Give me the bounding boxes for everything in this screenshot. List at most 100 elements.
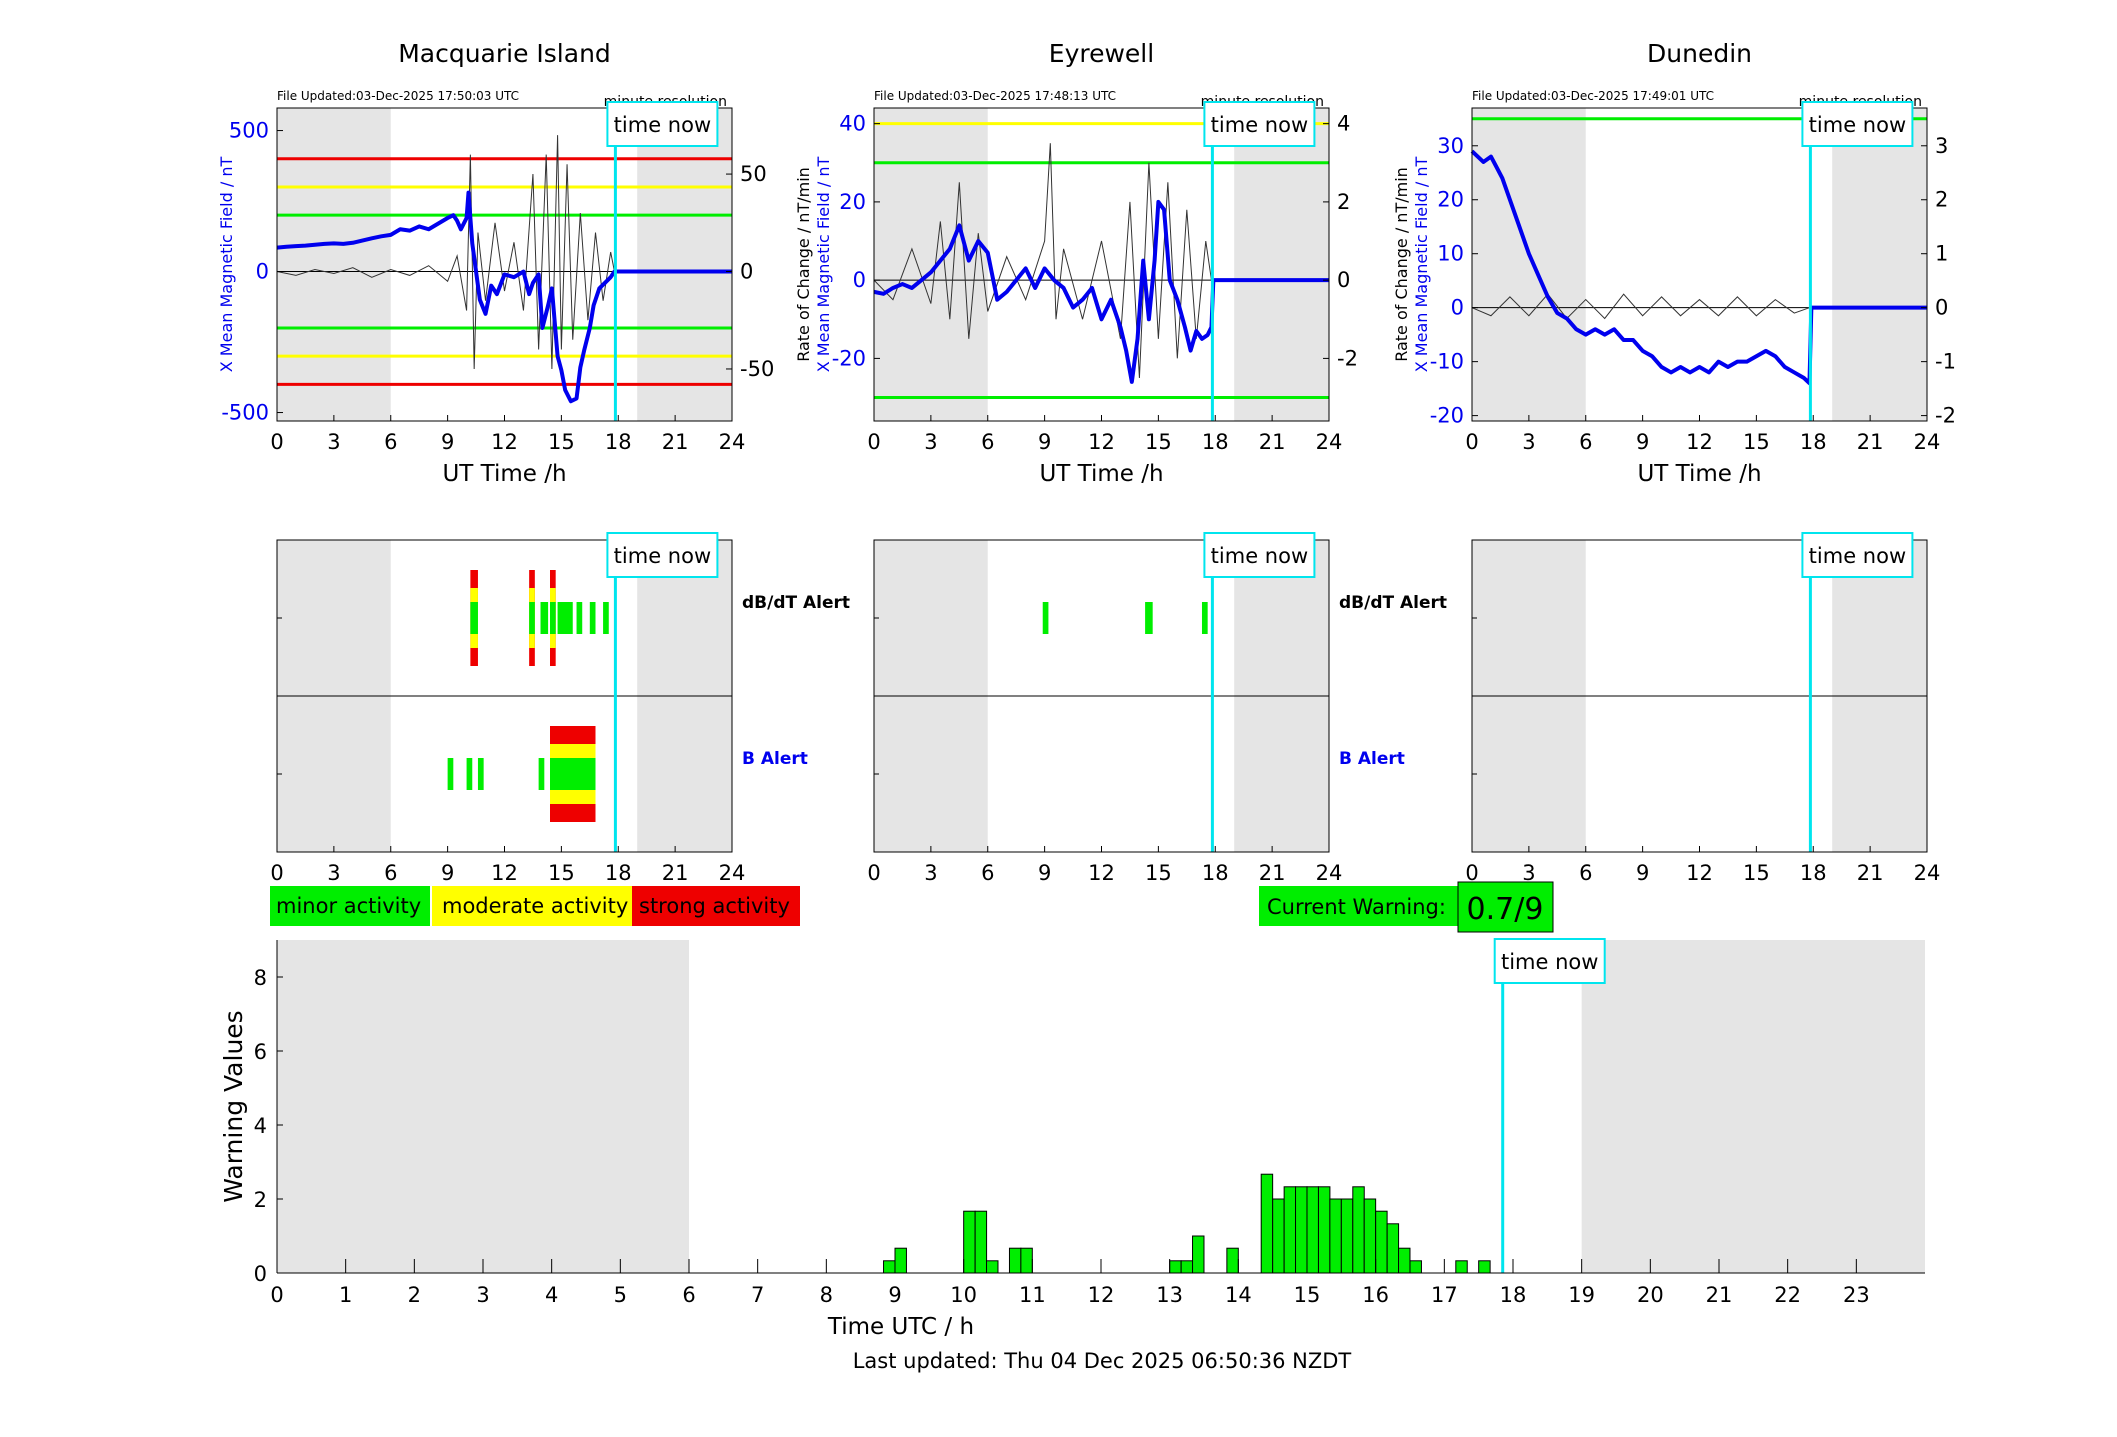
station-1-x-tick-label-4: 9 — [441, 430, 454, 454]
warning-chart-x-tick-label-12: 11 — [1019, 1283, 1046, 1307]
station-2-night-shade-1 — [874, 108, 988, 421]
station-3-mean-field-trace — [1470, 149, 1927, 386]
station-3-alert-x-tick-label-2: 3 — [1522, 861, 1535, 885]
station-1-db-alert-block-8-level-1 — [603, 602, 609, 634]
station-1-b-alert-block-5-level-1 — [550, 758, 596, 790]
station-1-rate-of-change-trace — [276, 135, 615, 369]
station-3-x-tick-label-3: 6 — [1579, 430, 1592, 454]
station-1-alert-x-tick-label-3: 6 — [384, 861, 397, 885]
warning-chart-x-tick-label-23: 22 — [1774, 1283, 1801, 1307]
legend-moderate-swatch — [432, 886, 632, 926]
warning-bar-17 — [1306, 1186, 1319, 1274]
station-1-b-alert-label: B Alert — [742, 749, 808, 769]
station-2-left-tick-label-3: 20 — [839, 190, 866, 214]
station-2-alert-time-now-label: time now — [1211, 544, 1308, 568]
station-2-x-tick-label-5: 12 — [1088, 430, 1115, 454]
station-1-alert-x-tick-label-2: 3 — [327, 861, 340, 885]
station-1-db-alert-block-7-level-1 — [589, 602, 596, 634]
station-3-left-tick-label-1: -20 — [1430, 404, 1464, 428]
station-2-right-tick-label-3: 2 — [1337, 190, 1350, 214]
station-2-alert-x-tick-label-4: 9 — [1038, 861, 1051, 885]
station-1-file-updated: File Updated:03-Dec-2025 17:50:03 UTC — [277, 89, 519, 103]
warning-chart-x-tick-label-1: 0 — [270, 1283, 283, 1307]
warning-bar-12 — [1226, 1247, 1239, 1274]
station-3-alert-x-tick-label-5: 12 — [1686, 861, 1713, 885]
warning-chart-x-tick-label-18: 17 — [1431, 1283, 1458, 1307]
warning-chart-x-tick-label-22: 21 — [1706, 1283, 1733, 1307]
station-2-time-now-label: time now — [1211, 113, 1308, 137]
station-1-x-tick-label-5: 12 — [491, 430, 518, 454]
station-3-alert-x-tick-label-3: 6 — [1579, 861, 1592, 885]
warning-chart-x-tick-label-21: 20 — [1637, 1283, 1664, 1307]
station-1-x-tick-label-9: 24 — [719, 430, 746, 454]
warning-chart-x-tick-label-24: 23 — [1843, 1283, 1870, 1307]
station-3-right-tick-label-1: -2 — [1935, 404, 1956, 428]
current-warning-box — [1259, 886, 1459, 926]
warning-chart-y-tick-label-5: 8 — [254, 966, 267, 990]
warning-chart-y-tick-label-2: 2 — [254, 1188, 267, 1212]
station-1-alert-x-tick-label-9: 24 — [719, 861, 746, 885]
station-1-b-alert-block-3-level-1 — [477, 758, 484, 790]
station-2-db-alert-block-3-level-1 — [1201, 602, 1208, 634]
station-3-x-tick-label-9: 24 — [1914, 430, 1941, 454]
warning-bar-10 — [1192, 1235, 1205, 1274]
station-1-alert-x-tick-label-6: 15 — [548, 861, 575, 885]
station-3-x-tick-label-8: 21 — [1857, 430, 1884, 454]
warning-chart-x-tick-label-14: 13 — [1156, 1283, 1183, 1307]
station-3-x-tick-label-6: 15 — [1743, 430, 1770, 454]
station-1-db-alert-block-3-level-1 — [540, 602, 549, 634]
station-2-x-tick-label-4: 9 — [1038, 430, 1051, 454]
warning-chart-x-tick-label-4: 3 — [476, 1283, 489, 1307]
station-2-file-updated: File Updated:03-Dec-2025 17:48:13 UTC — [874, 89, 1116, 103]
current-warning-value: 0.7/9 — [1467, 892, 1544, 927]
station-1-alert-x-tick-label-4: 9 — [441, 861, 454, 885]
station-3-alert-x-tick-label-6: 15 — [1743, 861, 1770, 885]
station-1-left-tick-label-2: 0 — [256, 260, 269, 284]
station-1-db-alert-block-5-level-1 — [557, 602, 573, 634]
station-1-left-tick-label-3: 500 — [229, 119, 269, 143]
warning-chart-night-shade-2 — [1581, 940, 1925, 1273]
station-1-left-axis-label: X Mean Magnetic Field / nT — [217, 157, 236, 373]
station-1-alert-x-tick-label-7: 18 — [605, 861, 632, 885]
warning-chart-x-tick-label-7: 6 — [682, 1283, 695, 1307]
last-updated-text: Last updated: Thu 04 Dec 2025 06:50:36 N… — [853, 1349, 1352, 1373]
station-2-right-tick-label-2: 0 — [1337, 268, 1350, 292]
warning-chart-night-shade-1 — [277, 940, 689, 1273]
warning-bar-14 — [1272, 1198, 1285, 1274]
station-2-db-alert-block-2-level-1 — [1145, 602, 1153, 634]
warning-bar-2 — [894, 1247, 907, 1274]
station-1-time-now-label: time now — [614, 113, 711, 137]
legend-strong-label: strong activity — [639, 894, 790, 918]
legend-strong-swatch — [632, 886, 800, 926]
station-3-rate-of-change-trace — [1471, 293, 1810, 320]
station-3-right-tick-label-5: 2 — [1935, 188, 1948, 212]
station-3-x-tick-label-4: 9 — [1636, 430, 1649, 454]
warning-bar-5 — [986, 1260, 999, 1274]
station-1-x-tick-label-8: 21 — [662, 430, 689, 454]
station-3-alert-time-now-label-box — [1801, 532, 1914, 578]
warning-bar-27 — [1455, 1260, 1468, 1274]
warning-chart-time-now-label: time now — [1501, 950, 1598, 974]
station-2-x-tick-label-7: 18 — [1202, 430, 1229, 454]
station-2-left-tick-label-2: 0 — [853, 268, 866, 292]
station-3-alert-x-tick-label-7: 18 — [1800, 861, 1827, 885]
station-1-db-alert-block-1-level-1 — [470, 602, 478, 634]
station-1-right-tick-label-1: -50 — [740, 357, 774, 381]
station-3-right-tick-label-4: 1 — [1935, 242, 1948, 266]
warning-bar-4 — [974, 1210, 988, 1274]
station-3-time-now-label-box — [1801, 101, 1914, 147]
station-2-left-tick-label-4: 40 — [839, 112, 866, 136]
station-3-left-tick-label-5: 20 — [1437, 188, 1464, 212]
warning-chart-x-tick-label-2: 1 — [339, 1283, 352, 1307]
station-2-alert-x-tick-label-9: 24 — [1316, 861, 1343, 885]
warning-chart-x-tick-label-17: 16 — [1362, 1283, 1389, 1307]
warning-chart-y-tick-label-4: 6 — [254, 1040, 267, 1064]
station-1-b-alert-block-4-level-1 — [538, 758, 545, 790]
warning-bar-16 — [1295, 1186, 1308, 1274]
warning-chart-x-tick-label-19: 18 — [1500, 1283, 1527, 1307]
station-3-right-tick-label-2: -1 — [1935, 350, 1956, 374]
warning-chart-x-tick-label-5: 4 — [545, 1283, 558, 1307]
station-3-alert-x-tick-label-4: 9 — [1636, 861, 1649, 885]
